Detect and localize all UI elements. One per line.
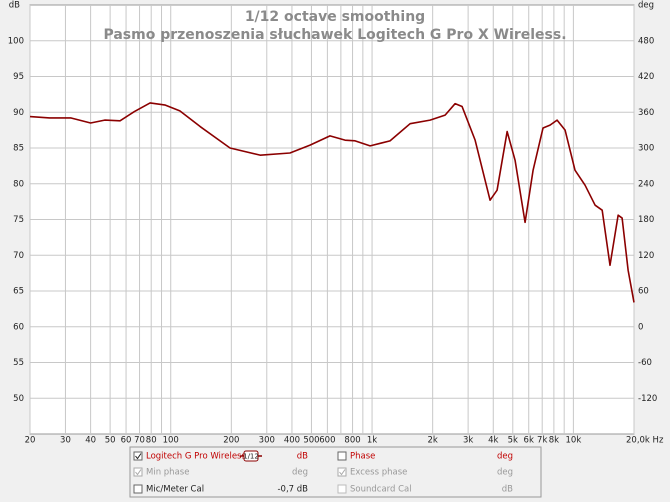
y-tick-label: 50 (13, 394, 24, 404)
y-tick-label: 70 (13, 251, 24, 261)
x-tick-label: 8k (549, 436, 559, 446)
unit: dB (502, 485, 513, 495)
unit: deg (292, 468, 308, 478)
y2-tick-label: 480 (638, 36, 654, 46)
unit: deg (497, 468, 513, 478)
unit: dB (297, 452, 308, 462)
x-tick-label: 70 (134, 436, 145, 446)
series-line (29, 102, 635, 303)
y-tick-label: 55 (13, 358, 24, 368)
smoothing-box[interactable] (243, 450, 259, 462)
checkbox[interactable] (133, 451, 143, 461)
checkbox (337, 484, 347, 494)
x-tick-label: 80 (146, 436, 157, 446)
x-tick-label: 6k (524, 436, 534, 446)
unit: deg (497, 452, 513, 462)
x-tick-label: 3k (463, 436, 473, 446)
y2-tick-label: 120 (638, 251, 654, 261)
y2-tick-label: 300 (638, 144, 654, 154)
smoothing-label: 1/12 (243, 453, 259, 461)
x-tick-label: 30 (60, 436, 71, 446)
x-tick-label: 400 (284, 436, 300, 446)
cal-value: -0,7 dB (277, 485, 308, 495)
chart-title: 1/12 octave smoothing (245, 9, 425, 25)
x-tick-label: 600 (319, 436, 335, 446)
x-tick-label: 100 (163, 436, 179, 446)
legend-entry: Excess phase (350, 468, 407, 478)
checkbox[interactable] (337, 451, 347, 461)
y2-tick-label: -60 (638, 358, 652, 368)
x-tick-label: 300 (259, 436, 275, 446)
x-tick-label: 10k (566, 436, 582, 446)
y2-tick-label: 60 (638, 287, 649, 297)
x-tick-label: 1k (367, 436, 377, 446)
y2-tick-label: 240 (638, 179, 654, 189)
y2-axis-label: deg (638, 1, 654, 11)
y2-tick-label: 420 (638, 72, 654, 82)
x-tick-label: 5k (508, 436, 518, 446)
grid (29, 5, 635, 434)
chart-subtitle: Pasmo przenoszenia słuchawek Logitech G … (103, 27, 566, 43)
check (135, 453, 142, 460)
y2-tick-label: 360 (638, 108, 654, 118)
checkbox[interactable] (133, 484, 143, 494)
y-tick-label: 95 (13, 72, 24, 82)
y2-tick-label: 0 (638, 322, 643, 332)
checkbox (133, 467, 143, 477)
y-tick-label: 75 (13, 215, 24, 225)
checkbox (337, 467, 347, 477)
legend-entry[interactable]: Mic/Meter Cal (146, 485, 204, 495)
legend-entry[interactable]: Logitech G Pro Wireless (146, 452, 246, 462)
y-axis-label: dB (9, 1, 20, 11)
y2-tick-label: -120 (638, 394, 657, 404)
legend-panel: Logitech G Pro Wireless 1/12 dB Phase de… (129, 446, 542, 498)
x-tick-label: 500 (303, 436, 319, 446)
legend-entry: Min phase (146, 468, 189, 478)
check (135, 469, 142, 476)
x-tick-label: 800 (344, 436, 360, 446)
y-tick-label: 60 (13, 322, 24, 332)
x-tick-label: 20,0k Hz (626, 436, 664, 446)
x-tick-label: 7k (537, 436, 547, 446)
y-tick-label: 100 (8, 36, 24, 46)
y-tick-label: 80 (13, 179, 24, 189)
x-tick-label: 20 (25, 436, 36, 446)
y2-tick-label: 180 (638, 215, 654, 225)
x-tick-label: 60 (121, 436, 132, 446)
x-tick-label: 200 (223, 436, 239, 446)
x-tick-label: 4k (488, 436, 498, 446)
x-tick-label: 50 (105, 436, 116, 446)
legend-entry: Soundcard Cal (350, 485, 412, 495)
check (339, 469, 346, 476)
legend-box (129, 446, 542, 498)
y-tick-label: 85 (13, 144, 24, 154)
x-tick-label: 40 (85, 436, 96, 446)
y-tick-label: 90 (13, 108, 24, 118)
legend-entry[interactable]: Phase (350, 452, 375, 462)
y-tick-label: 65 (13, 287, 24, 297)
x-tick-label: 2k (427, 436, 437, 446)
